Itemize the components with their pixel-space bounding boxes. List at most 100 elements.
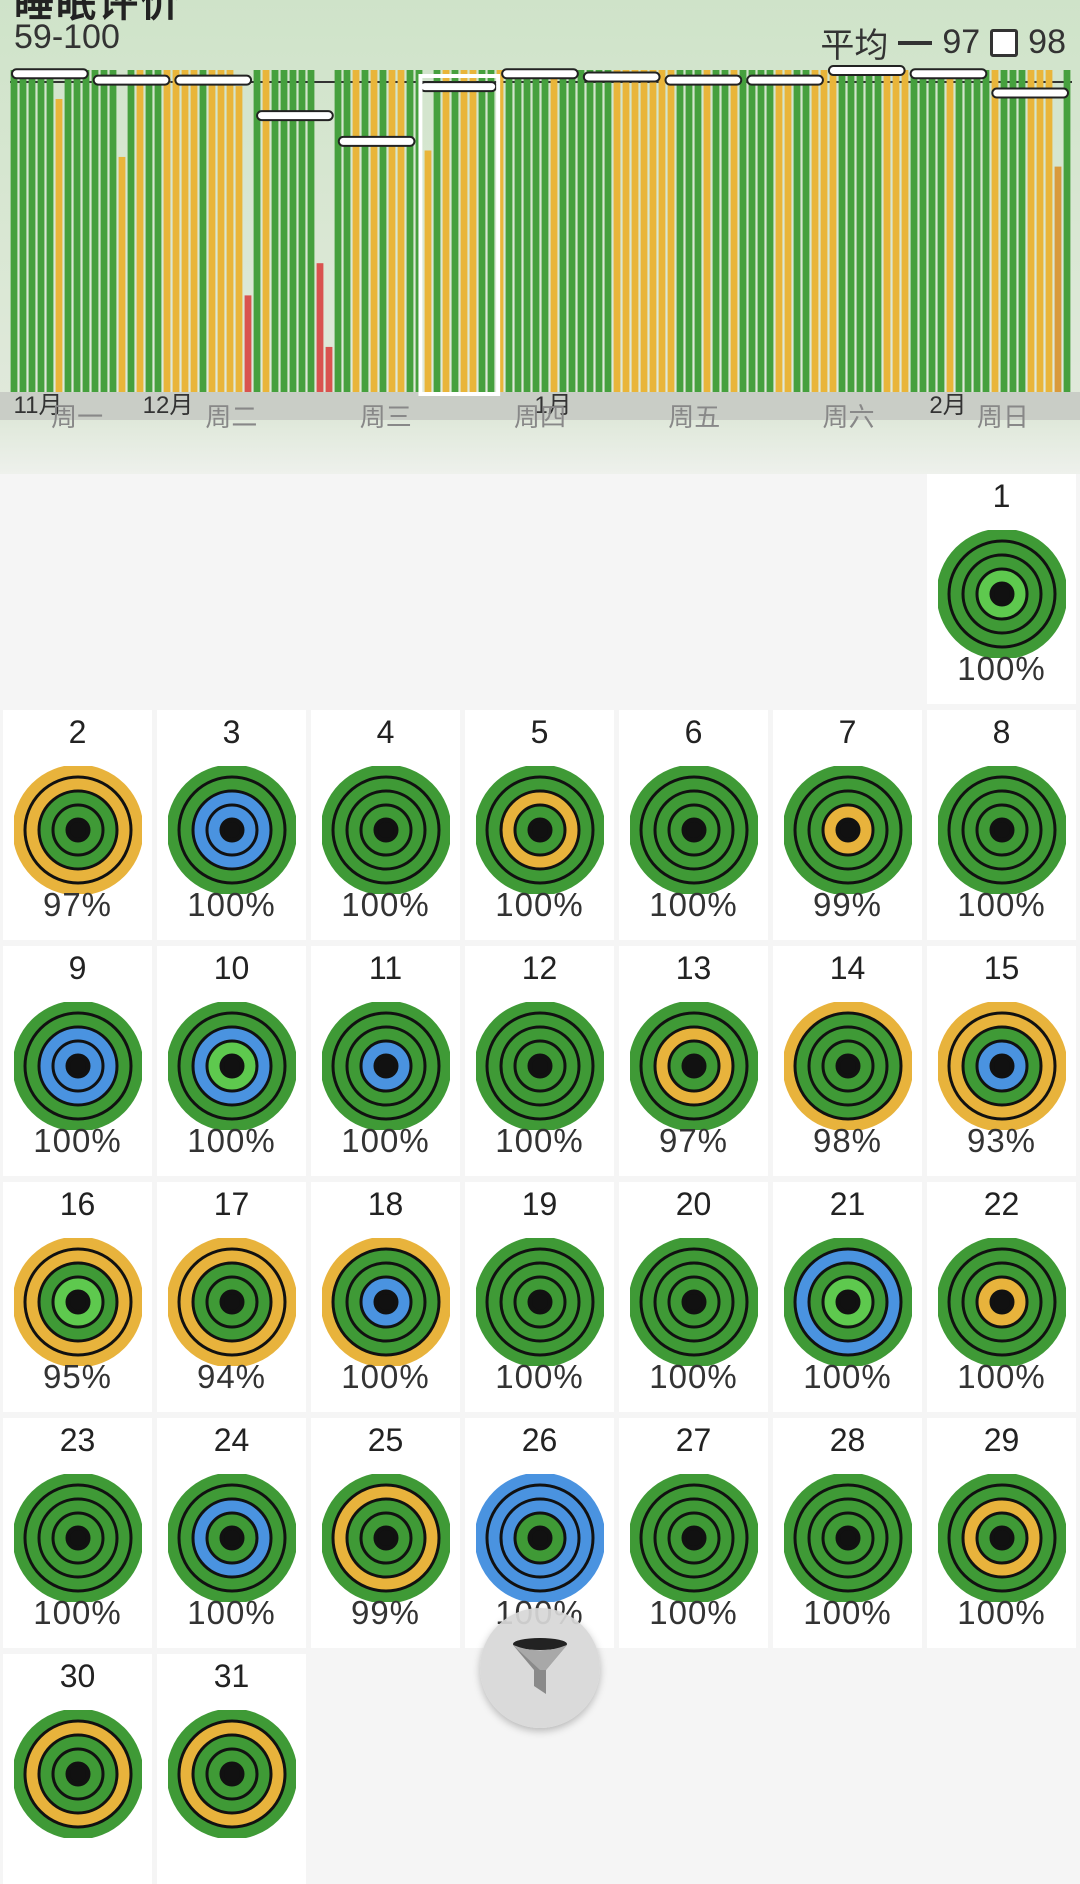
chart-bar [379, 70, 387, 392]
chart-bar [298, 70, 306, 392]
calendar-day-cell[interactable]: 21 100% [773, 1182, 922, 1412]
chart-bar [208, 70, 216, 392]
sleep-ring [824, 806, 872, 854]
calendar-day-cell[interactable]: 26100% [465, 1418, 614, 1648]
calendar-day-cell[interactable]: 20 100% [619, 1182, 768, 1412]
calendar-day-cell[interactable]: 24 100% [157, 1418, 306, 1648]
bar-chart[interactable]: 11月 12月 1月 2月 [0, 0, 1080, 420]
chart-bar [469, 70, 477, 392]
calendar-day-cell[interactable]: 15 93% [927, 946, 1076, 1176]
calendar-day-cell[interactable]: 19 100% [465, 1182, 614, 1412]
selected-week-box[interactable] [418, 74, 501, 396]
day-score-percent: 93% [966, 1122, 1037, 1159]
day-score-percent: 97% [42, 886, 113, 923]
day-number: 6 [684, 714, 703, 750]
chart-bar [478, 70, 486, 392]
weekly-average-marker [909, 68, 988, 80]
chart-bar [586, 70, 594, 392]
chart-bar [46, 70, 54, 392]
sleep-ring [938, 1002, 1066, 1130]
weekly-average-marker [174, 74, 253, 86]
chart-bar [388, 70, 396, 392]
weekday-mon: 周一 [51, 402, 104, 432]
sleep-ring [40, 1028, 116, 1104]
sleep-ring [362, 806, 410, 854]
chart-bar [739, 70, 747, 392]
day-number: 28 [829, 1422, 866, 1458]
ring-center [840, 822, 856, 838]
sleep-ring-icon [14, 1238, 142, 1366]
ring-center [378, 1530, 394, 1546]
day-score-percent: 100% [495, 1358, 584, 1395]
calendar-day-cell[interactable]: 31 [157, 1654, 306, 1884]
chart-bar [523, 70, 531, 392]
calendar-day-cell[interactable]: 8 100% [927, 710, 1076, 940]
sleep-ring [796, 778, 900, 882]
calendar-day-cell[interactable]: 18 100% [311, 1182, 460, 1412]
calendar-day-cell[interactable]: 10 100% [157, 946, 306, 1176]
sleep-ring-icon [476, 1238, 604, 1366]
sleep-ring [938, 1238, 1066, 1366]
calendar-day-cell[interactable]: 11 100% [311, 946, 460, 1176]
sleep-ring [322, 1474, 450, 1602]
sleep-ring [810, 1264, 886, 1340]
calendar-day-cell[interactable]: 5 100% [465, 710, 614, 940]
chart-bar [91, 70, 99, 392]
chart-bar [280, 70, 288, 392]
calendar-day-cell[interactable]: 27 100% [619, 1418, 768, 1648]
calendar-day-cell[interactable]: 16 95% [3, 1182, 152, 1412]
chart-bar [685, 70, 693, 392]
calendar-day-cell[interactable]: 25 99% [311, 1418, 460, 1648]
chart-bar [154, 70, 162, 392]
calendar-day-cell[interactable]: 2 97% [3, 710, 152, 940]
sleep-ring [502, 1264, 578, 1340]
weekly-average-marker [582, 71, 661, 83]
sleep-ring [784, 1474, 912, 1602]
sleep-ring-icon [784, 1002, 912, 1130]
chart-bar [856, 70, 864, 392]
day-score-percent: 99% [812, 886, 883, 923]
calendar-day-cell[interactable]: 28 100% [773, 1418, 922, 1648]
calendar-day-cell[interactable]: 22 100% [927, 1182, 1076, 1412]
chart-bar [604, 70, 612, 392]
day-score-percent: 100% [957, 650, 1046, 687]
filter-button[interactable] [480, 1608, 600, 1728]
sleep-ring [964, 1028, 1040, 1104]
sleep-ring [978, 806, 1026, 854]
sleep-ring [978, 570, 1026, 618]
chart-bar [721, 70, 729, 392]
chart-bar [64, 70, 72, 392]
calendar-day-cell[interactable]: 17 94% [157, 1182, 306, 1412]
calendar-day-cell[interactable]: 1 100% [927, 474, 1076, 704]
sleep-ring [194, 1500, 270, 1576]
weekly-average-marker [746, 74, 824, 86]
chart-bar [505, 70, 513, 392]
sleep-chart[interactable]: 睡眠评价 59-100 平均 97 98 11月 12月 1月 2月 [0, 0, 1080, 420]
chart-bar [865, 70, 873, 392]
page-title: 睡眠评价 [14, 0, 182, 25]
chart-bar [10, 70, 18, 392]
sleep-ring [964, 792, 1040, 868]
calendar-day-cell[interactable]: 9 100% [3, 946, 152, 1176]
sleep-ring [516, 806, 564, 854]
calendar-day-cell[interactable]: 23 100% [3, 1418, 152, 1648]
calendar-day-cell[interactable]: 12 100% [465, 946, 614, 1176]
chart-bar [1054, 166, 1062, 392]
calendar-day-cell[interactable]: 4 100% [311, 710, 460, 940]
day-score-percent: 100% [187, 1594, 276, 1631]
calendar-day-cell[interactable]: 6 100% [619, 710, 768, 940]
chart-bar [883, 70, 891, 392]
calendar-day-cell[interactable]: 7 99% [773, 710, 922, 940]
day-number: 10 [213, 950, 250, 986]
calendar-day-cell[interactable]: 29 100% [927, 1418, 1076, 1648]
sleep-ring [824, 1042, 872, 1090]
sleep-ring [488, 1486, 592, 1590]
calendar-day-cell[interactable]: 13 97% [619, 946, 768, 1176]
calendar-day-cell[interactable]: 3 100% [157, 710, 306, 940]
legend-box-value: 98 [1028, 23, 1066, 61]
chart-bar [532, 70, 540, 392]
chart-bar [172, 70, 180, 392]
calendar-day-cell[interactable]: 30 [3, 1654, 152, 1884]
day-score-percent: 99% [350, 1594, 421, 1631]
calendar-day-cell[interactable]: 14 98% [773, 946, 922, 1176]
